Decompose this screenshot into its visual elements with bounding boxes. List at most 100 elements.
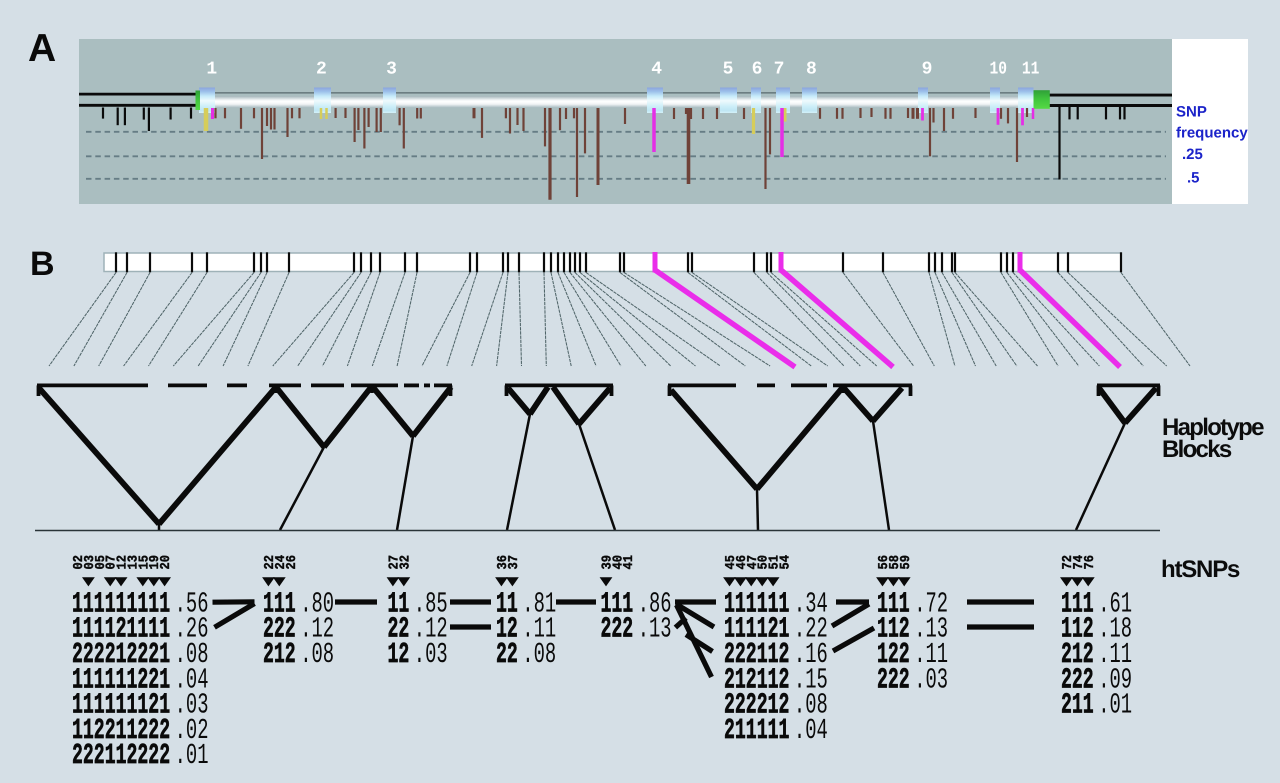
svg-text:211: 211 (1061, 689, 1094, 722)
svg-text:.61: .61 (1098, 587, 1132, 620)
svg-text:Haplotype: Haplotype (1162, 414, 1264, 441)
svg-text:122: 122 (877, 638, 910, 671)
svg-text:222212: 222212 (724, 689, 789, 722)
svg-text:54: 54 (779, 555, 794, 570)
svg-text:.16: .16 (794, 638, 828, 671)
svg-text:12: 12 (116, 555, 131, 570)
svg-text:.08: .08 (794, 689, 828, 722)
svg-text:.11: .11 (914, 638, 948, 671)
svg-text:112: 112 (877, 613, 910, 646)
svg-text:47: 47 (746, 555, 761, 570)
svg-text:76: 76 (1083, 555, 1098, 570)
svg-text:111: 111 (263, 587, 296, 620)
svg-text:.12: .12 (300, 613, 334, 646)
svg-text:6: 6 (752, 60, 763, 80)
svg-text:222: 222 (877, 663, 910, 696)
svg-text:11: 11 (388, 587, 410, 620)
svg-text:2: 2 (316, 60, 327, 80)
svg-text:.12: .12 (414, 613, 448, 646)
svg-text:15: 15 (137, 555, 152, 570)
svg-text:59: 59 (899, 555, 914, 570)
svg-text:11: 11 (496, 587, 518, 620)
svg-text:.5: .5 (1187, 170, 1200, 187)
svg-text:4: 4 (651, 60, 662, 80)
svg-text:45: 45 (724, 555, 739, 570)
svg-text:111121111: 111121111 (72, 613, 170, 646)
svg-text:.11: .11 (522, 613, 556, 646)
svg-text:07: 07 (105, 555, 120, 570)
svg-text:frequency: frequency (1176, 125, 1248, 142)
svg-text:111: 111 (601, 587, 634, 620)
svg-text:222: 222 (601, 613, 634, 646)
svg-text:111111221: 111111221 (72, 663, 170, 696)
svg-text:36: 36 (496, 555, 511, 570)
svg-text:40: 40 (611, 555, 626, 570)
svg-text:222: 222 (1061, 663, 1094, 696)
svg-text:37: 37 (507, 555, 522, 570)
svg-text:.81: .81 (522, 587, 556, 620)
svg-text:.04: .04 (794, 714, 828, 747)
svg-text:56: 56 (877, 555, 892, 570)
svg-text:Blocks: Blocks (1162, 436, 1232, 463)
svg-text:.26: .26 (175, 613, 209, 646)
svg-text:.01: .01 (175, 739, 209, 772)
svg-text:SNP: SNP (1176, 104, 1207, 121)
svg-text:.34: .34 (794, 587, 828, 620)
svg-text:02: 02 (72, 555, 87, 570)
svg-text:.85: .85 (414, 587, 448, 620)
svg-text:22: 22 (263, 555, 278, 570)
svg-text:.08: .08 (175, 638, 209, 671)
svg-text:05: 05 (94, 555, 109, 570)
svg-text:.03: .03 (414, 638, 448, 671)
svg-text:51: 51 (768, 555, 783, 570)
svg-text:.04: .04 (175, 663, 209, 696)
svg-text:.56: .56 (175, 587, 209, 620)
svg-text:03: 03 (83, 555, 98, 570)
svg-text:.08: .08 (300, 638, 334, 671)
svg-text:39: 39 (601, 555, 616, 570)
svg-text:111111111: 111111111 (72, 587, 170, 620)
svg-text:5: 5 (723, 60, 734, 80)
svg-text:.09: .09 (1098, 663, 1132, 696)
svg-text:.72: .72 (914, 587, 948, 620)
svg-text:32: 32 (398, 555, 413, 570)
svg-text:111111121: 111111121 (72, 689, 170, 722)
svg-text:3: 3 (386, 60, 397, 80)
svg-text:111: 111 (877, 587, 910, 620)
svg-text:11: 11 (1022, 60, 1040, 80)
svg-text:27: 27 (387, 555, 402, 570)
svg-text:.22: .22 (794, 613, 828, 646)
svg-text:.80: .80 (300, 587, 334, 620)
svg-text:22: 22 (496, 638, 518, 671)
svg-text:.25: .25 (1182, 146, 1203, 163)
svg-text:.03: .03 (175, 689, 209, 722)
svg-text:.86: .86 (638, 587, 672, 620)
svg-text:.18: .18 (1098, 613, 1132, 646)
svg-text:9: 9 (922, 60, 933, 80)
svg-text:.08: .08 (522, 638, 556, 671)
svg-text:111111: 111111 (724, 587, 789, 620)
svg-text:.02: .02 (175, 714, 209, 747)
svg-text:111121: 111121 (724, 613, 789, 646)
svg-text:112211222: 112211222 (72, 714, 170, 747)
svg-text:12: 12 (496, 613, 518, 646)
svg-text:8: 8 (806, 60, 817, 80)
svg-text:12: 12 (388, 638, 410, 671)
svg-text:.11: .11 (1098, 638, 1132, 671)
svg-text:20: 20 (159, 555, 174, 570)
svg-text:22: 22 (388, 613, 410, 646)
svg-text:50: 50 (757, 555, 772, 570)
svg-text:24: 24 (274, 555, 289, 570)
svg-text:211111: 211111 (724, 714, 789, 747)
svg-text:B: B (30, 245, 55, 283)
svg-text:222112222: 222112222 (72, 739, 170, 772)
svg-text:41: 41 (622, 555, 637, 570)
svg-text:212112: 212112 (724, 663, 789, 696)
svg-text:19: 19 (148, 555, 163, 570)
svg-text:112: 112 (1061, 613, 1094, 646)
svg-text:26: 26 (285, 555, 300, 570)
svg-text:.15: .15 (794, 663, 828, 696)
svg-text:111: 111 (1061, 587, 1094, 620)
svg-text:13: 13 (126, 555, 141, 570)
svg-text:10: 10 (989, 60, 1007, 80)
